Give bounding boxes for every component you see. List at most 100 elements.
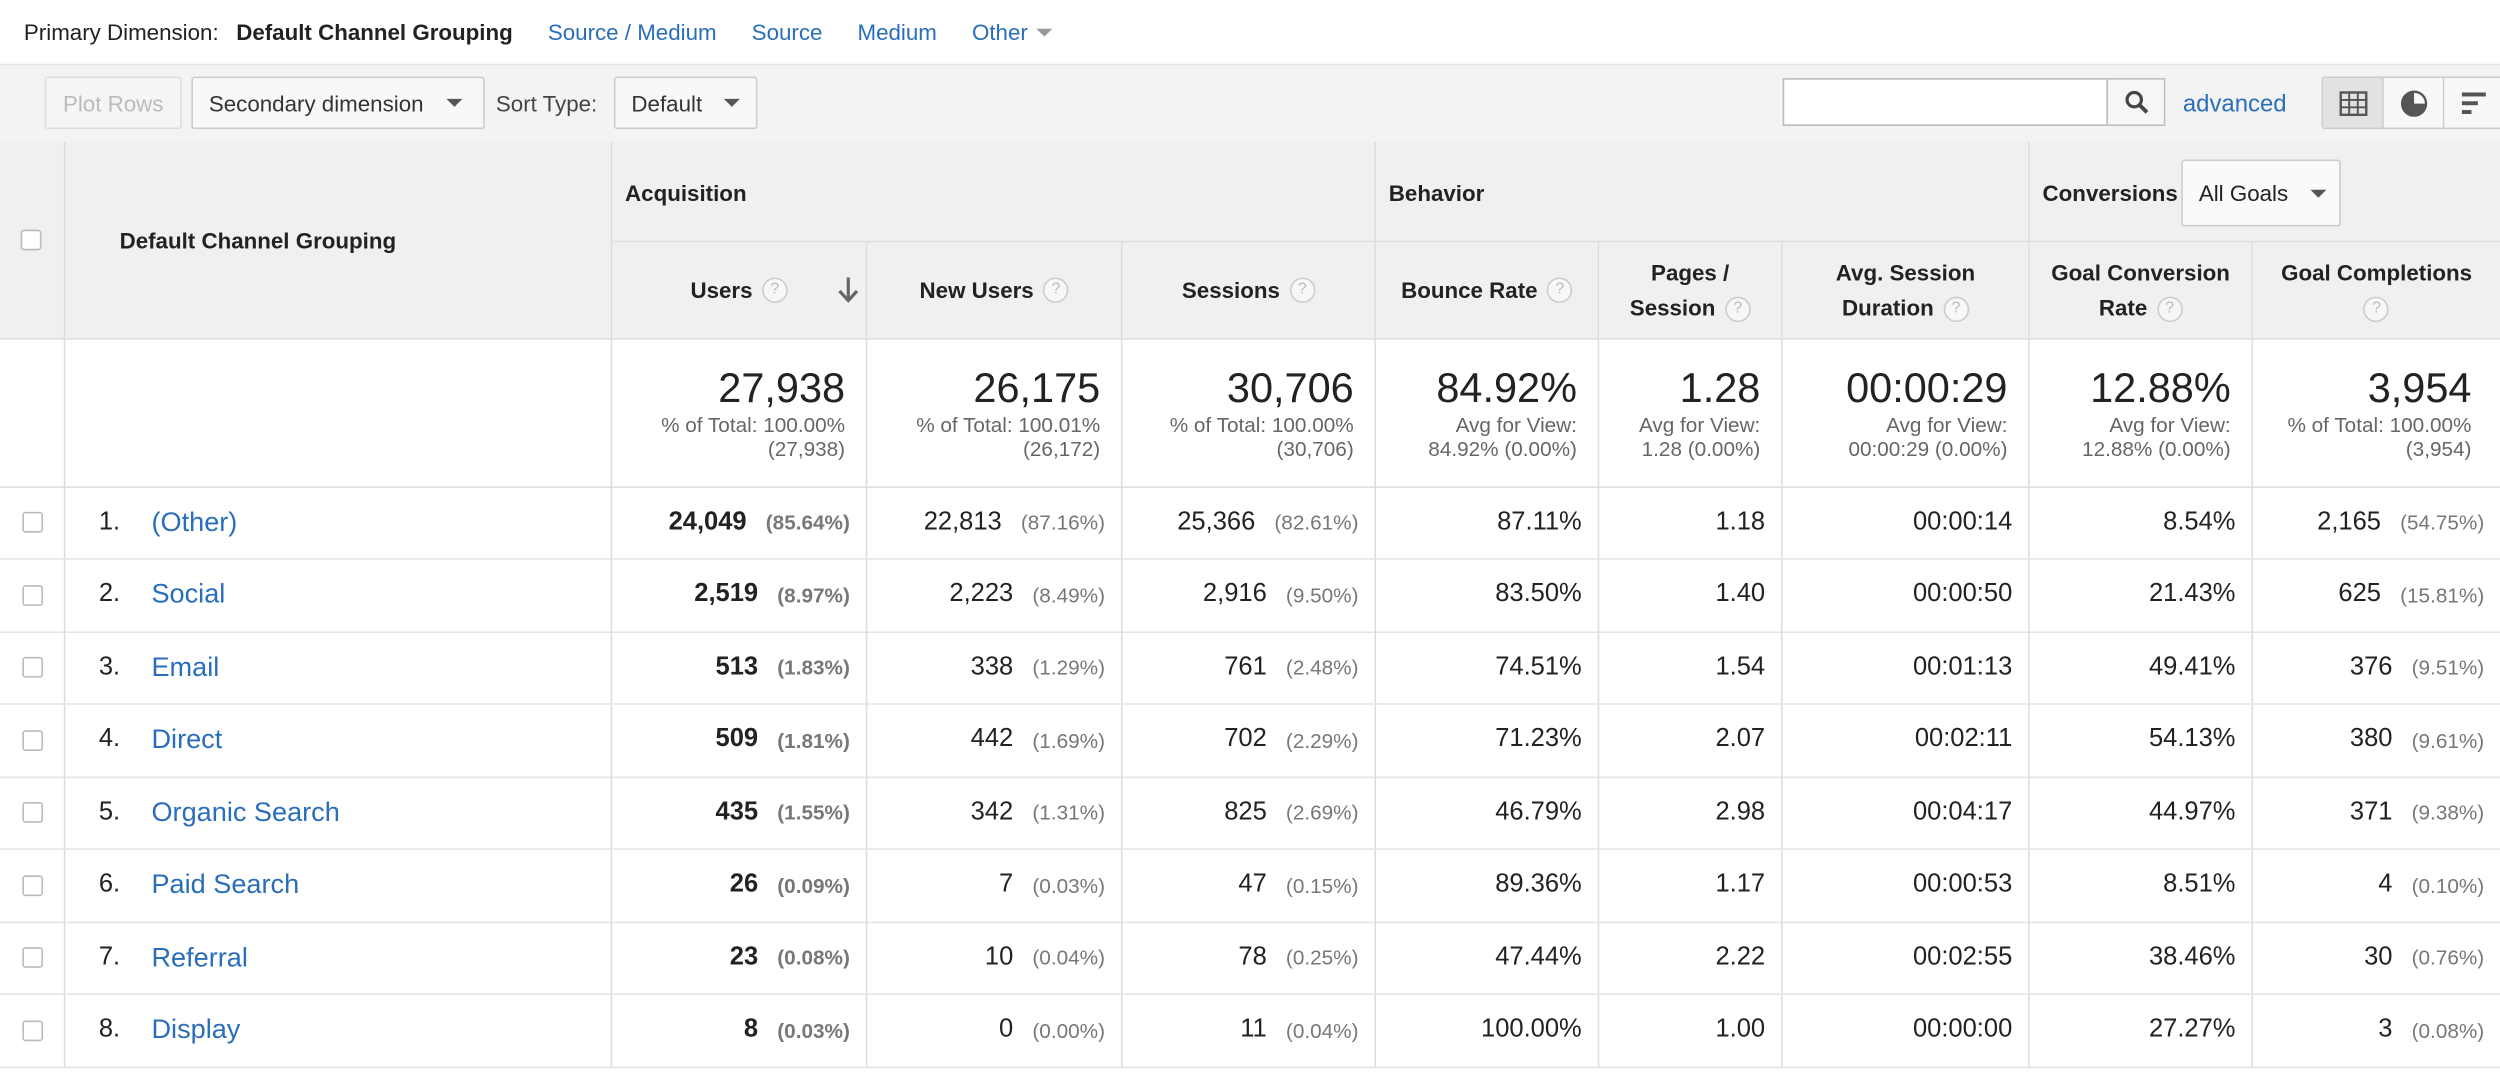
row-sessions-value: 47 — [1238, 870, 1267, 898]
row-channel-link[interactable]: Organic Search — [151, 796, 340, 827]
row-avg-duration: 00:00:53 — [1783, 849, 2030, 921]
column-header-avg-session-duration[interactable]: Avg. Session Duration? — [1782, 242, 2030, 340]
column-header-goal-conversion-rate[interactable]: Goal Conversion Rate? — [2029, 242, 2254, 340]
row-bounce-value: 83.50% — [1495, 580, 1582, 608]
pie-view-button[interactable] — [2383, 78, 2445, 128]
total-sessions-line2: (30,706) — [1276, 436, 1354, 461]
row-new-users-pct: (1.29%) — [1032, 655, 1105, 680]
row-new-users-pct: (0.04%) — [1032, 945, 1105, 970]
goals-dropdown[interactable]: All Goals — [2181, 159, 2341, 227]
row-sessions: 761 (2.48%) — [1123, 631, 1377, 704]
row-goal-conv: 21.43% — [2030, 558, 2254, 631]
help-icon[interactable]: ? — [1289, 277, 1316, 303]
row-channel-link[interactable]: Social — [151, 578, 226, 610]
bar-chart-icon — [2461, 91, 2486, 114]
total-avg-duration-line1: Avg for View: — [1886, 412, 2008, 437]
secondary-dimension-dropdown[interactable]: Secondary dimension — [191, 76, 485, 130]
row-number: 2. — [98, 580, 121, 608]
dimension-header[interactable]: Default Channel Grouping — [119, 228, 397, 254]
column-header-bounce-rate[interactable]: Bounce Rate? — [1376, 242, 1600, 340]
row-checkbox[interactable] — [21, 802, 43, 823]
plot-rows-button[interactable]: Plot Rows — [44, 76, 182, 130]
row-dimension-cell: 7. Referral — [65, 921, 613, 994]
row-sessions-pct: (0.04%) — [1285, 1018, 1359, 1043]
row-channel-link[interactable]: Referral — [151, 941, 248, 972]
column-header-sessions[interactable]: Sessions? — [1122, 242, 1377, 340]
column-header-new-users[interactable]: New Users? — [867, 242, 1123, 340]
chevron-down-icon — [445, 98, 462, 107]
total-bounce-rate: 84.92% Avg for View: 84.92% (0.00%) — [1376, 339, 1600, 487]
row-duration-value: 00:02:11 — [1914, 725, 2013, 753]
select-all-checkbox[interactable] — [20, 229, 42, 251]
row-users-pct: (8.97%) — [777, 582, 850, 607]
row-checkbox[interactable] — [21, 947, 43, 968]
row-number: 4. — [98, 725, 121, 753]
search-input[interactable] — [1784, 79, 2104, 125]
search-button[interactable] — [2106, 79, 2164, 125]
dimension-link-source-medium[interactable]: Source / Medium — [547, 19, 717, 45]
row-checkbox[interactable] — [21, 874, 43, 896]
row-sessions-pct: (2.69%) — [1285, 800, 1359, 825]
row-comp-value: 2,165 — [2317, 507, 2381, 535]
help-icon[interactable]: ? — [2363, 297, 2390, 323]
column-header-goal-completions[interactable]: Goal Completions? — [2253, 242, 2500, 340]
advanced-filter-link[interactable]: advanced — [2182, 90, 2287, 118]
dimension-other-dropdown[interactable]: Other — [972, 19, 1052, 45]
row-checkbox[interactable] — [21, 511, 43, 533]
bar-view-button[interactable] — [2444, 78, 2500, 128]
row-comp-value: 3 — [2378, 1015, 2393, 1043]
row-new-users-pct: (8.49%) — [1032, 582, 1105, 607]
table-row: 2. Social 2,519 (8.97%) 2,223 (8.49%) 2,91… — [0, 558, 2500, 633]
row-sessions-pct: (0.25%) — [1285, 945, 1359, 970]
table-view-button[interactable] — [2323, 78, 2384, 128]
sort-type-dropdown[interactable]: Default — [613, 76, 758, 130]
row-comp-pct: (0.76%) — [2411, 945, 2485, 970]
row-goal-conv: 44.97% — [2030, 776, 2254, 849]
row-sessions: 702 (2.29%) — [1123, 703, 1377, 776]
row-comp-value: 371 — [2349, 798, 2393, 826]
table-search — [1782, 78, 2166, 126]
row-users-value: 509 — [715, 725, 759, 753]
dimension-link-medium[interactable]: Medium — [857, 19, 937, 45]
help-icon[interactable]: ? — [2156, 297, 2183, 323]
row-checkbox[interactable] — [21, 656, 43, 678]
row-goal-comp: 3 (0.08%) — [2253, 994, 2500, 1066]
search-icon — [2124, 90, 2148, 114]
total-goal-comp-line2: (3,954) — [2405, 436, 2472, 461]
row-channel-link[interactable]: Direct — [151, 723, 223, 755]
row-pages-value: 1.54 — [1715, 652, 1766, 681]
row-pages-session: 1.40 — [1599, 558, 1783, 631]
row-select-cell — [0, 486, 66, 559]
row-checkbox[interactable] — [21, 1019, 43, 1041]
row-users-value: 24,049 — [668, 507, 747, 535]
help-icon[interactable]: ? — [1943, 297, 1969, 323]
row-users-pct: (0.09%) — [777, 872, 850, 897]
dimension-link-source[interactable]: Source — [751, 19, 823, 45]
row-dimension-cell: 2. Social — [65, 558, 613, 631]
row-bounce-rate: 100.00% — [1376, 994, 1600, 1066]
column-header-users[interactable]: Users? — [612, 242, 868, 340]
column-header-pages-session[interactable]: Pages / Session? — [1599, 242, 1783, 340]
help-icon[interactable]: ? — [1547, 277, 1573, 303]
row-channel-link[interactable]: Paid Search — [151, 869, 300, 900]
row-users-pct: (0.08%) — [777, 945, 850, 970]
row-checkbox[interactable] — [21, 729, 43, 751]
row-checkbox[interactable] — [21, 584, 43, 606]
help-icon[interactable]: ? — [762, 277, 788, 303]
help-icon[interactable]: ? — [1043, 277, 1069, 303]
total-pages-session-line1: Avg for View: — [1638, 412, 1761, 437]
row-new-users-value: 22,813 — [923, 507, 1002, 535]
row-new-users-value: 342 — [970, 798, 1014, 826]
row-channel-link[interactable]: Display — [151, 1014, 241, 1045]
row-number: 8. — [98, 1015, 121, 1043]
row-channel-link[interactable]: Email — [151, 651, 220, 682]
pie-chart-icon — [2400, 89, 2427, 116]
help-icon[interactable]: ? — [1724, 297, 1751, 323]
row-goal-comp: 371 (9.38%) — [2253, 777, 2500, 849]
row-avg-duration: 00:02:55 — [1783, 921, 2030, 994]
row-goal-conv: 8.54% — [2030, 486, 2254, 559]
row-channel-link[interactable]: (Other) — [151, 506, 238, 537]
row-bounce-value: 46.79% — [1495, 798, 1582, 826]
row-sessions-pct: (82.61%) — [1274, 510, 1359, 535]
